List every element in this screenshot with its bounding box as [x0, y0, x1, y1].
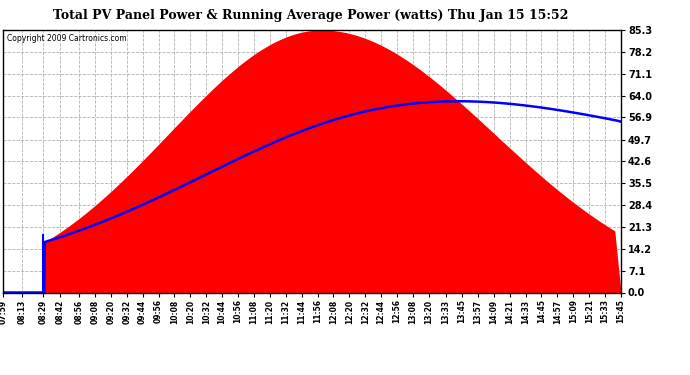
Text: Copyright 2009 Cartronics.com: Copyright 2009 Cartronics.com: [6, 34, 126, 43]
Text: Total PV Panel Power & Running Average Power (watts) Thu Jan 15 15:52: Total PV Panel Power & Running Average P…: [53, 9, 568, 22]
